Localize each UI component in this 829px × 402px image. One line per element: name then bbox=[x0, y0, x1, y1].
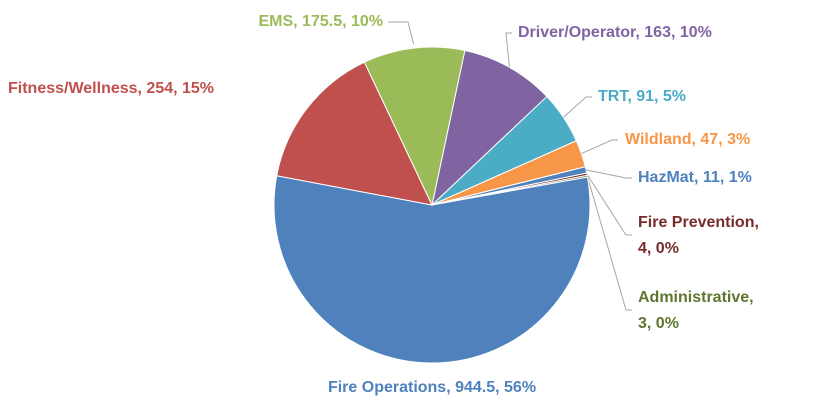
data-label: Wildland, 47, 3% bbox=[625, 131, 750, 148]
data-label: HazMat, 11, 1% bbox=[638, 169, 752, 186]
leader-line bbox=[586, 176, 632, 311]
data-label: Fitness/Wellness, 254, 15% bbox=[8, 80, 214, 97]
label-line: 3, 0% bbox=[638, 315, 679, 332]
leader-line bbox=[388, 21, 415, 45]
leader-line bbox=[563, 96, 592, 118]
data-label: Fire Prevention, 4, 0% bbox=[638, 214, 759, 257]
data-label: Administrative, 3, 0% bbox=[638, 289, 754, 332]
leader-line bbox=[585, 169, 632, 179]
pie-slice bbox=[363, 46, 466, 207]
pie-slice bbox=[431, 49, 548, 207]
pie-slice bbox=[273, 175, 591, 364]
leader-line bbox=[581, 139, 618, 155]
data-label: TRT, 91, 5% bbox=[598, 88, 686, 105]
data-label: EMS, 175.5, 10% bbox=[258, 13, 383, 30]
data-label: Fire Operations, 944.5, 56% bbox=[328, 379, 536, 396]
label-line: Fire Prevention, bbox=[638, 214, 759, 231]
label-line: Administrative, bbox=[638, 289, 754, 306]
pie-slice bbox=[276, 61, 433, 206]
data-label: Driver/Operator, 163, 10% bbox=[518, 24, 712, 41]
label-line: 4, 0% bbox=[638, 240, 679, 257]
leader-line bbox=[505, 32, 512, 68]
leader-line bbox=[586, 173, 632, 236]
